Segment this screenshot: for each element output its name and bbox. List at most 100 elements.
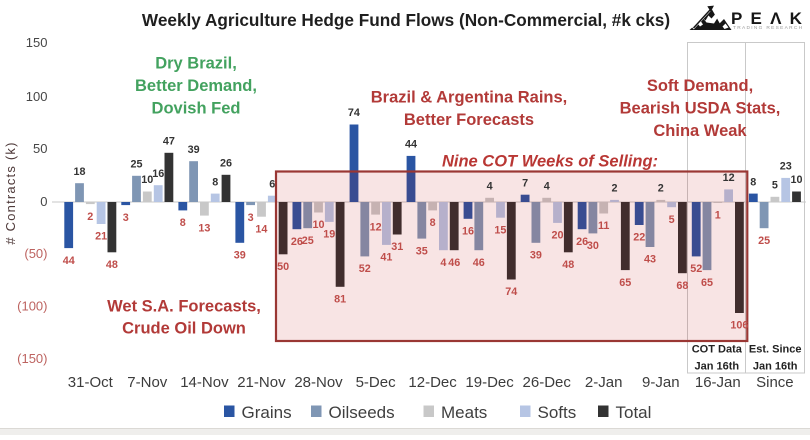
svg-text:(100): (100)	[17, 299, 47, 314]
svg-text:26: 26	[220, 158, 232, 170]
svg-text:Est. Since: Est. Since	[749, 344, 802, 356]
svg-text:10: 10	[790, 174, 802, 186]
svg-text:10: 10	[312, 219, 324, 231]
svg-text:5: 5	[772, 180, 778, 192]
svg-text:21-Nov: 21-Nov	[237, 374, 286, 391]
svg-text:Nine COT Weeks of Selling:: Nine COT Weeks of Selling:	[442, 153, 658, 171]
svg-text:5: 5	[669, 214, 675, 226]
svg-text:50: 50	[33, 141, 47, 156]
svg-text:2: 2	[87, 211, 93, 223]
svg-text:44: 44	[63, 255, 75, 267]
svg-text:23: 23	[780, 161, 792, 173]
svg-text:Total: Total	[616, 403, 652, 422]
svg-text:16: 16	[462, 226, 474, 238]
svg-text:Brazil & Argentina Rains,: Brazil & Argentina Rains,	[371, 89, 568, 107]
svg-text:21: 21	[95, 231, 107, 243]
svg-text:6: 6	[269, 178, 275, 190]
svg-text:9-Jan: 9-Jan	[642, 374, 680, 391]
svg-text:5-Dec: 5-Dec	[356, 374, 397, 391]
svg-text:Meats: Meats	[441, 403, 487, 422]
svg-text:14: 14	[255, 223, 267, 235]
svg-text:26-Dec: 26-Dec	[523, 374, 572, 391]
svg-text:68: 68	[676, 280, 688, 292]
svg-text:52: 52	[359, 263, 371, 275]
svg-text:Oilseeds: Oilseeds	[329, 403, 395, 422]
svg-text:47: 47	[163, 136, 175, 148]
svg-text:8: 8	[212, 176, 218, 188]
svg-text:Soft Demand,: Soft Demand,	[647, 77, 753, 95]
svg-text:18: 18	[73, 166, 85, 178]
svg-text:1: 1	[715, 210, 721, 222]
svg-text:China Weak: China Weak	[653, 122, 747, 140]
svg-text:41: 41	[380, 252, 392, 264]
svg-text:Better Forecasts: Better Forecasts	[404, 111, 534, 129]
svg-text:Softs: Softs	[538, 403, 577, 422]
svg-text:46: 46	[473, 257, 485, 269]
svg-text:74: 74	[348, 107, 360, 119]
svg-text:# Contracts (k): # Contracts (k)	[3, 141, 18, 244]
svg-text:28-Nov: 28-Nov	[294, 374, 343, 391]
svg-text:4: 4	[487, 181, 493, 193]
svg-text:150: 150	[26, 35, 48, 50]
svg-text:35: 35	[416, 245, 428, 257]
svg-text:50: 50	[277, 261, 289, 273]
svg-text:Better Demand,: Better Demand,	[135, 77, 257, 95]
svg-text:TRADING RESEARCH: TRADING RESEARCH	[733, 25, 803, 31]
svg-text:8: 8	[750, 176, 756, 188]
svg-text:Crude Oil Down: Crude Oil Down	[122, 320, 246, 338]
svg-text:Wet S.A. Forecasts,: Wet S.A. Forecasts,	[107, 298, 261, 316]
svg-text:81: 81	[334, 294, 346, 306]
svg-text:31-Oct: 31-Oct	[68, 374, 114, 391]
svg-text:7-Nov: 7-Nov	[127, 374, 168, 391]
svg-text:0: 0	[40, 194, 47, 209]
svg-text:12: 12	[370, 221, 382, 233]
svg-text:65: 65	[701, 277, 713, 289]
svg-text:22: 22	[633, 232, 645, 244]
svg-text:25: 25	[130, 159, 142, 171]
svg-text:25: 25	[302, 235, 314, 247]
svg-text:46: 46	[448, 257, 460, 269]
svg-text:4: 4	[440, 257, 446, 269]
svg-text:7: 7	[522, 177, 528, 189]
svg-text:25: 25	[758, 235, 770, 247]
svg-text:12: 12	[723, 172, 735, 184]
svg-text:14-Nov: 14-Nov	[180, 374, 229, 391]
svg-text:3: 3	[123, 212, 129, 224]
svg-text:2: 2	[611, 183, 617, 195]
svg-text:13: 13	[198, 222, 210, 234]
svg-text:52: 52	[690, 263, 702, 275]
svg-text:8: 8	[180, 217, 186, 229]
svg-text:2: 2	[658, 183, 664, 195]
svg-text:15: 15	[494, 224, 506, 236]
svg-text:Dry Brazil,: Dry Brazil,	[155, 55, 237, 73]
svg-text:19: 19	[323, 229, 335, 241]
svg-text:(50): (50)	[24, 246, 47, 261]
svg-text:Bearish USDA Stats,: Bearish USDA Stats,	[620, 100, 781, 118]
svg-text:3: 3	[248, 212, 254, 224]
svg-text:Since: Since	[756, 374, 794, 391]
svg-text:26: 26	[291, 236, 303, 248]
svg-text:10: 10	[141, 174, 153, 186]
svg-text:8: 8	[430, 217, 436, 229]
svg-text:48: 48	[106, 259, 118, 271]
svg-text:30: 30	[587, 240, 599, 252]
svg-text:74: 74	[505, 286, 517, 298]
svg-text:100: 100	[26, 89, 48, 104]
svg-text:43: 43	[644, 254, 656, 266]
svg-text:11: 11	[598, 220, 609, 232]
svg-text:16: 16	[152, 168, 164, 180]
svg-text:39: 39	[530, 250, 542, 262]
svg-text:20: 20	[551, 230, 563, 242]
svg-text:2-Jan: 2-Jan	[585, 374, 623, 391]
svg-text:(150): (150)	[17, 351, 47, 366]
svg-text:Grains: Grains	[242, 403, 292, 422]
svg-text:31: 31	[391, 241, 403, 253]
svg-text:65: 65	[619, 277, 631, 289]
svg-text:12-Dec: 12-Dec	[408, 374, 457, 391]
svg-text:39: 39	[234, 250, 246, 262]
svg-text:106: 106	[730, 320, 748, 332]
svg-text:Weekly Agriculture Hedge Fund: Weekly Agriculture Hedge Fund Flows (Non…	[142, 10, 670, 30]
svg-text:4: 4	[544, 181, 550, 193]
svg-text:Jan 16th: Jan 16th	[694, 361, 739, 373]
svg-text:COT Data: COT Data	[692, 344, 743, 356]
